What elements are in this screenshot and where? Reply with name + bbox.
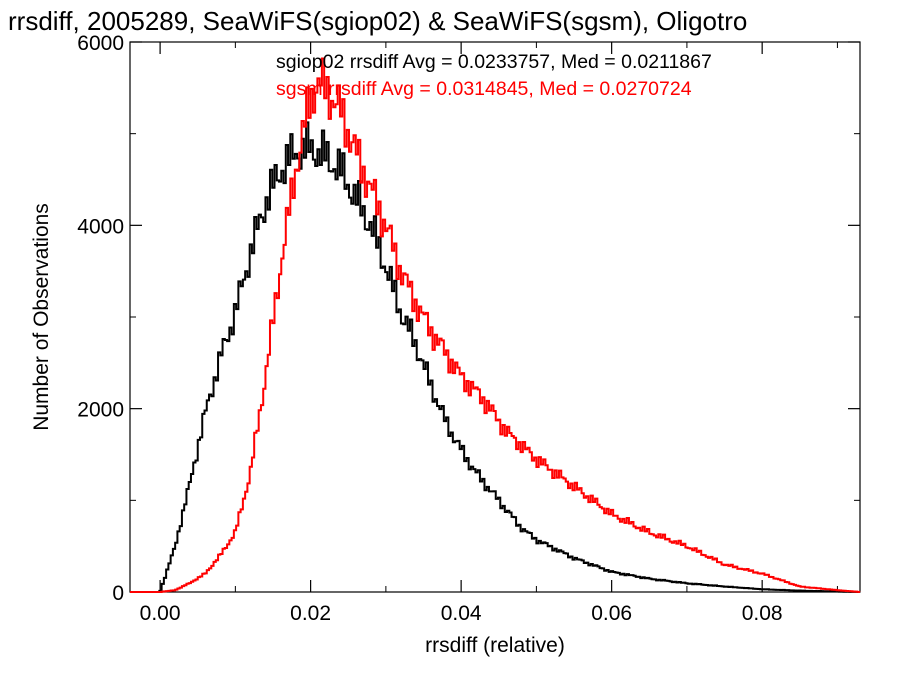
annotation-sgiop02: sgiop02 rrsdiff Avg = 0.0233757, Med = 0… — [276, 51, 712, 73]
histogram-series-0 — [130, 121, 861, 593]
x-axis-label: rrsdiff (relative) — [425, 634, 565, 657]
y-tick-label: 2000 — [77, 399, 124, 422]
tick-labels: 0.00 0.02 0.04 0.06 0.08 0 2000 4000 6000 — [77, 32, 782, 625]
x-tick-label: 0.02 — [290, 602, 331, 625]
x-tick-label: 0.08 — [742, 602, 783, 625]
x-tick-label: 0.06 — [591, 602, 632, 625]
y-axis-label: Number of Observations — [30, 203, 53, 431]
axis-ticks — [130, 41, 860, 593]
y-tick-label: 6000 — [77, 32, 124, 55]
y-tick-label: 4000 — [77, 215, 124, 238]
chart-title: rrsdiff, 2005289, SeaWiFS(sgiop02) & Sea… — [8, 6, 747, 36]
series-layer — [130, 57, 861, 593]
x-tick-label: 0.04 — [441, 602, 482, 625]
x-tick-label: 0.00 — [140, 602, 181, 625]
plot-frame — [129, 41, 861, 593]
y-tick-label: 0 — [112, 582, 124, 605]
histogram-series-1 — [130, 57, 861, 593]
annotation-sgsm: sgsm rrsdiff Avg = 0.0314845, Med = 0.02… — [276, 78, 692, 100]
